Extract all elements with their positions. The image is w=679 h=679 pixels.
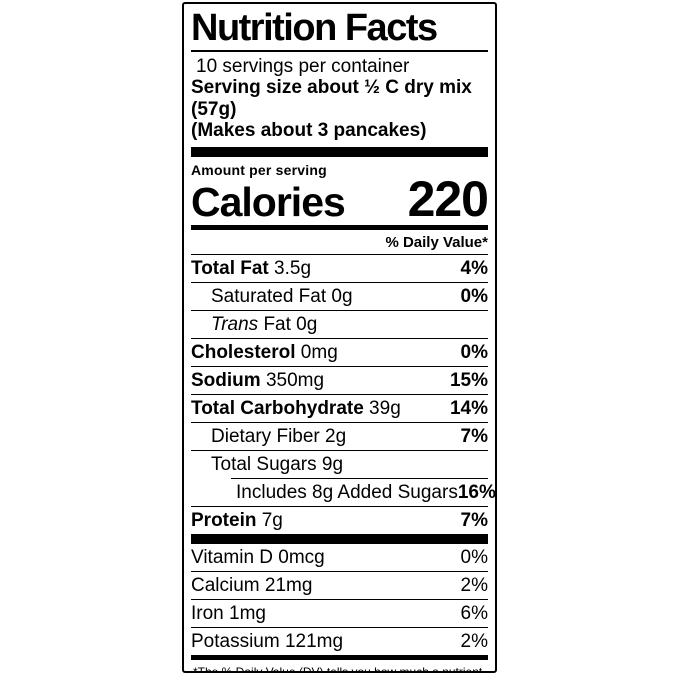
mineral-row: Vitamin D 0mcg 0% <box>191 544 488 571</box>
row-separator <box>191 571 488 572</box>
row-separator <box>191 422 488 423</box>
nutrient-name: Potassium 121mg <box>191 630 344 652</box>
nutrient-name: Saturated Fat 0g <box>211 285 353 307</box>
nutrient-name: Cholesterol 0mg <box>191 341 338 363</box>
row-separator <box>191 338 488 339</box>
row-separator <box>191 627 488 628</box>
mineral-row: Potassium 121mg 2% <box>191 628 488 655</box>
footnote-line: *The % Daily Value (DV) tells you how mu… <box>193 665 483 673</box>
daily-value-percent: 7% <box>460 509 488 531</box>
mineral-row: Calcium 21mg 2% <box>191 572 488 599</box>
daily-value-percent: 7% <box>460 425 488 447</box>
row-separator <box>191 506 488 507</box>
nutrient-name: Trans Fat 0g <box>211 313 318 335</box>
nutrient-row: Total Sugars 9g <box>191 451 488 478</box>
nutrient-row: Sodium 350mg 15% <box>191 367 488 394</box>
nutrient-name: Protein 7g <box>191 509 283 531</box>
section-bar-calories <box>191 225 488 230</box>
nutrient-name: Vitamin D 0mcg <box>191 546 325 568</box>
section-bar-protein <box>191 534 488 544</box>
daily-value-percent: 2% <box>460 574 488 596</box>
title-rule <box>191 50 488 52</box>
nutrient-row: Cholesterol 0mg 0% <box>191 339 488 366</box>
row-separator <box>191 599 488 600</box>
daily-value-percent: 16% <box>457 481 496 503</box>
nutrient-row: Protein 7g 7% <box>191 507 488 534</box>
nutrient-row: Dietary Fiber 2g 7% <box>191 423 488 450</box>
calories-label: Calories <box>191 179 346 226</box>
nutrient-name: Dietary Fiber 2g <box>211 425 347 447</box>
nutrient-name: Includes 8g Added Sugars <box>236 481 458 503</box>
mineral-row: Iron 1mg 6% <box>191 600 488 627</box>
nutrient-row: Saturated Fat 0g 0% <box>191 283 488 310</box>
nutrient-row: Includes 8g Added Sugars 16% <box>191 479 495 506</box>
nutrient-name: Calcium 21mg <box>191 574 313 596</box>
nutrient-name: Sodium 350mg <box>191 369 325 391</box>
row-separator <box>191 310 488 311</box>
daily-value-percent: 2% <box>460 630 488 652</box>
serving-note: (Makes about 3 pancakes) <box>191 119 427 141</box>
nutrient-row: Total Carbohydrate 39g 14% <box>191 395 488 422</box>
row-separator <box>231 478 488 479</box>
nutrient-rows: Total Fat 3.5g 4% Saturated Fat 0g 0% Trans … <box>191 254 495 534</box>
daily-value-percent: 0% <box>460 546 488 568</box>
nutrition-facts-label: Nutrition Facts 10 servings per containe… <box>182 2 497 673</box>
row-separator <box>191 282 488 283</box>
nutrient-row: Total Fat 3.5g 4% <box>191 255 488 282</box>
amount-per-serving: Amount per serving <box>191 162 327 179</box>
label-title: Nutrition Facts <box>191 7 438 49</box>
section-bar-top <box>191 147 488 158</box>
footnote: *The % Daily Value (DV) tells you how mu… <box>191 660 488 673</box>
row-separator <box>191 450 488 451</box>
nutrient-name: Iron 1mg <box>191 602 266 624</box>
daily-value-header: % Daily Value* <box>385 234 488 251</box>
daily-value-percent: 0% <box>460 341 488 363</box>
serving-size: Serving size about ½ C dry mix (57g) <box>191 77 472 120</box>
daily-value-percent: 0% <box>460 285 488 307</box>
daily-value-percent: 14% <box>449 397 488 419</box>
calories-value: 220 <box>407 171 489 228</box>
nutrient-name: Total Sugars 9g <box>211 453 344 475</box>
section-bar-bottom <box>191 655 488 660</box>
servings-per-container: 10 servings per container <box>196 56 410 77</box>
nutrient-name: Total Fat 3.5g <box>191 257 312 279</box>
daily-value-percent: 15% <box>449 369 488 391</box>
mineral-rows: Vitamin D 0mcg 0% Calcium 21mg 2% Iron 1mg 6%… <box>191 544 488 655</box>
row-separator <box>191 254 488 255</box>
nutrient-row: Trans Fat 0g <box>191 311 488 338</box>
calories-row: Calories 220 <box>191 171 489 228</box>
row-separator <box>191 394 488 395</box>
daily-value-percent: 4% <box>460 257 488 279</box>
row-separator <box>191 366 488 367</box>
nutrient-name: Total Carbohydrate 39g <box>191 397 401 419</box>
daily-value-percent: 6% <box>460 602 488 624</box>
